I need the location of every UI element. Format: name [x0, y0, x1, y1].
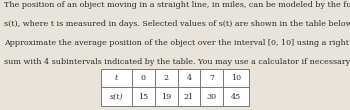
- Text: 4: 4: [187, 74, 191, 82]
- Text: t: t: [115, 74, 118, 82]
- Text: 10: 10: [231, 74, 241, 82]
- Text: s(t), where t is measured in days. Selected values of s(t) are shown in the tabl: s(t), where t is measured in days. Selec…: [4, 20, 350, 28]
- Text: 2: 2: [164, 74, 169, 82]
- Text: 19: 19: [161, 93, 172, 101]
- Text: The position of an object moving in a straight line, in miles, can be modeled by: The position of an object moving in a st…: [4, 1, 350, 9]
- Text: 15: 15: [139, 93, 148, 101]
- Bar: [101, 69, 249, 106]
- Text: 30: 30: [207, 93, 217, 101]
- Text: 7: 7: [209, 74, 214, 82]
- Text: 21: 21: [184, 93, 194, 101]
- Text: Approximate the average position of the object over the interval [0, 10] using a: Approximate the average position of the …: [4, 39, 350, 47]
- Text: s(t): s(t): [110, 93, 123, 101]
- Text: 45: 45: [231, 93, 241, 101]
- Text: sum with 4 subintervals indicated by the table. You may use a calculator if nece: sum with 4 subintervals indicated by the…: [4, 58, 350, 66]
- Text: 0: 0: [141, 74, 146, 82]
